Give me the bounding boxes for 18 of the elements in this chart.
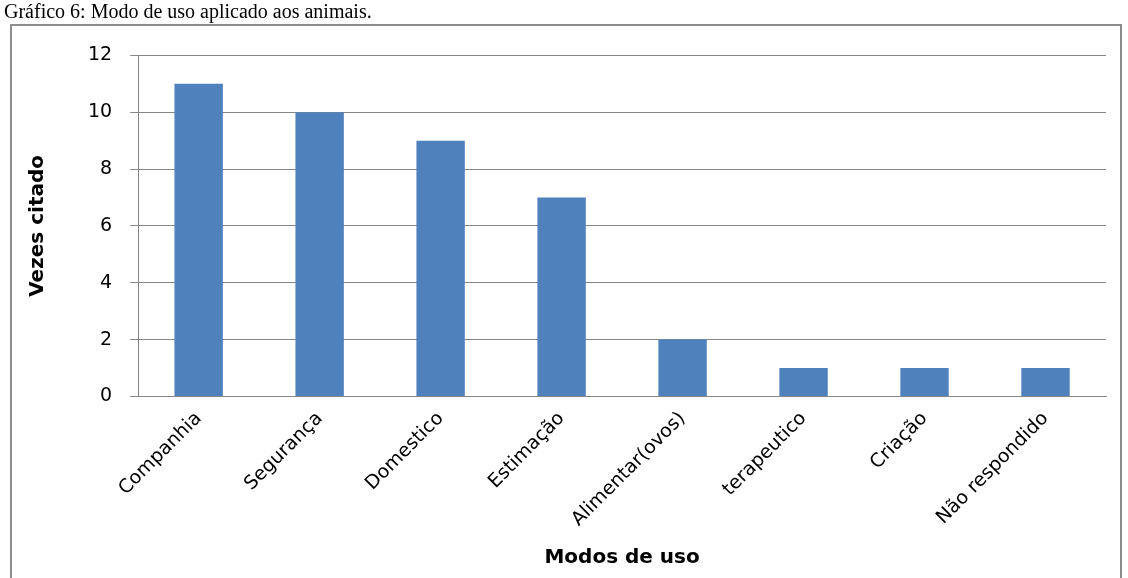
bar [779, 368, 828, 396]
y-tick-label: 12 [87, 42, 113, 65]
y-axis-title: Vezes citado [24, 155, 49, 297]
x-axis-title: Modos de uso [544, 544, 700, 569]
y-tick-label: 10 [87, 99, 113, 122]
bar [1021, 368, 1070, 396]
y-tick-label: 8 [100, 156, 113, 179]
bar [900, 368, 949, 396]
bar [174, 83, 223, 396]
bar [658, 339, 707, 396]
bar [416, 140, 465, 396]
bar [295, 112, 344, 396]
chart-title: Gráfico 6: Modo de uso aplicado aos animais. [4, 0, 372, 22]
y-tick-label: 2 [100, 326, 113, 349]
y-tick-label: 4 [100, 269, 113, 292]
bar [537, 197, 586, 396]
y-tick-label: 6 [100, 212, 113, 235]
y-tick-label: 0 [100, 383, 113, 406]
